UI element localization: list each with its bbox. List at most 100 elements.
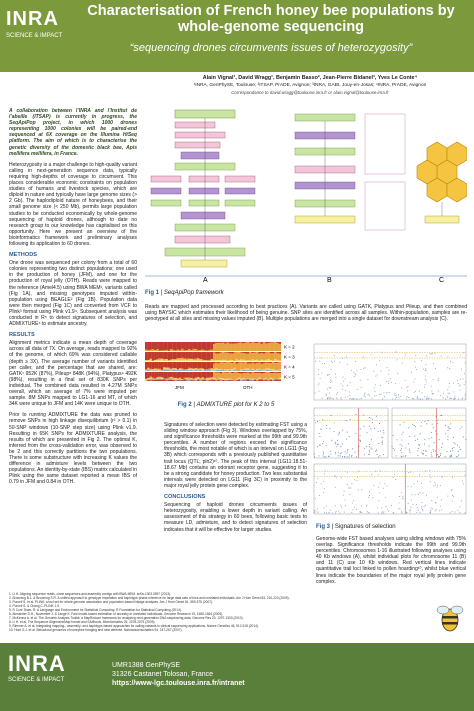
fst-point [335, 397, 337, 399]
admixture-bar-segment [188, 342, 191, 350]
admixture-bar-segment [190, 368, 193, 370]
logo-subtitle: SCIENCE & IMPACT [6, 33, 63, 39]
fst-point [333, 355, 335, 357]
header-banner: INRA SCIENCE & IMPACT Characterisation o… [0, 0, 474, 72]
fst-point [368, 451, 370, 453]
admixture-bar-segment [203, 352, 207, 361]
fst-point [434, 481, 436, 483]
fst-point [367, 512, 369, 514]
reference-item: 4. Purcell S. & Chang C. PLINK 1.9. [9, 604, 60, 608]
admixture-bar-segment [242, 373, 245, 379]
admixture-bar-segment [235, 359, 239, 361]
fst-point [444, 425, 446, 427]
fst-point [366, 504, 368, 506]
admixture-bar-segment [219, 373, 223, 378]
fst-point [434, 484, 437, 486]
admixture-bar-segment [165, 359, 168, 361]
admixture-bar-segment [226, 352, 229, 361]
admixture-bar-segment [247, 360, 250, 361]
fst-point [422, 453, 424, 455]
admixture-bar-segment [190, 369, 193, 371]
fst-point [342, 385, 344, 387]
fst-point [353, 506, 356, 508]
fst-point [325, 393, 327, 395]
fst-point [392, 476, 394, 478]
fst-point [459, 384, 461, 386]
admixture-bar-segment [167, 362, 171, 368]
fst-point [425, 368, 427, 370]
admixture-bar-segment [147, 360, 150, 361]
admixture-bar-segment [199, 362, 202, 369]
left-column: A collaboration between l’INRA and l’Ins… [9, 108, 137, 490]
admixture-bar-segment [276, 360, 279, 361]
conclusions-text: Sequencing of haploid drones circumvents… [164, 502, 307, 533]
fst-point [386, 366, 388, 369]
admixture-bar-segment [253, 360, 257, 361]
admixture-bar-segment [247, 378, 250, 380]
fst-point [454, 396, 456, 398]
fst-point [419, 492, 421, 494]
admixture-bar-segment [185, 372, 189, 378]
fst-point [464, 474, 466, 476]
fst-point [449, 450, 451, 452]
fst-point [351, 511, 353, 513]
fst-point [380, 430, 382, 432]
fst-point [337, 451, 339, 453]
fst-point [361, 511, 363, 513]
fst-point [418, 474, 420, 476]
admixture-bar-segment [174, 362, 177, 369]
author-list: Alain Vignal¹, David Wragg¹, Benjamin Ba… [202, 75, 418, 81]
reference-item: 9. Rimmer A. et al. Integrating mapping-… [9, 624, 259, 628]
fst-point [391, 445, 393, 448]
fst-point [436, 486, 438, 488]
fst-point [393, 449, 395, 451]
admixture-bar-segment [247, 372, 250, 379]
admixture-bar-segment [231, 343, 234, 351]
fst-point [417, 455, 419, 457]
admixture-bar-segment [154, 368, 157, 370]
footer-url-link[interactable]: https://www-lgc.toulouse.inra.fr/intrane… [112, 680, 245, 687]
reference-item: 8. Li H. et al. The Sequence Alignment/M… [9, 620, 156, 624]
admixture-bar-segment [183, 377, 186, 379]
fst-point [438, 456, 440, 458]
fst-point [424, 384, 426, 386]
fst-point [337, 434, 339, 436]
admixture-bar-segment [199, 369, 202, 371]
admixture-bar-segment [174, 379, 177, 381]
fig1-panel-a [150, 109, 256, 268]
admixture-bar-segment [179, 342, 182, 351]
fst-point [315, 510, 317, 512]
fst-point [373, 484, 375, 486]
fst-point [432, 353, 434, 355]
fst-point [324, 362, 326, 365]
fst-point [337, 391, 339, 393]
admixture-bar-segment [154, 360, 157, 361]
admixture-bar-segment [201, 349, 205, 351]
admixture-bar-segment [160, 378, 164, 381]
admixture-bar-segment [201, 372, 205, 378]
fst-point [414, 390, 416, 392]
fst-point [441, 476, 443, 478]
admixture-bar-segment [199, 342, 202, 351]
fst-point [373, 427, 376, 429]
admixture-bar-segment [247, 369, 250, 371]
admixture-bar-segment [269, 363, 273, 370]
admixture-bar-segment [219, 342, 223, 344]
fst-point [432, 379, 434, 381]
fst-point [360, 387, 362, 389]
admixture-bar-segment [160, 362, 164, 370]
fst-point [330, 450, 332, 452]
admixture-bar-segment [265, 343, 268, 351]
fst-point [346, 452, 348, 454]
fst-point [425, 451, 427, 453]
fst-point [326, 424, 328, 426]
fst-point [325, 505, 327, 507]
fst-point [328, 373, 330, 375]
admixture-bar-segment [172, 362, 175, 369]
admixture-bar-segment [265, 362, 268, 369]
admixture-bar-segment [185, 350, 189, 351]
fst-point [425, 450, 427, 452]
methods-text: One drone was sequenced per colony from … [9, 260, 137, 328]
admixture-bar-segment [271, 368, 275, 371]
footer-city: 31326 Castanet Tolosan, France [112, 671, 214, 678]
